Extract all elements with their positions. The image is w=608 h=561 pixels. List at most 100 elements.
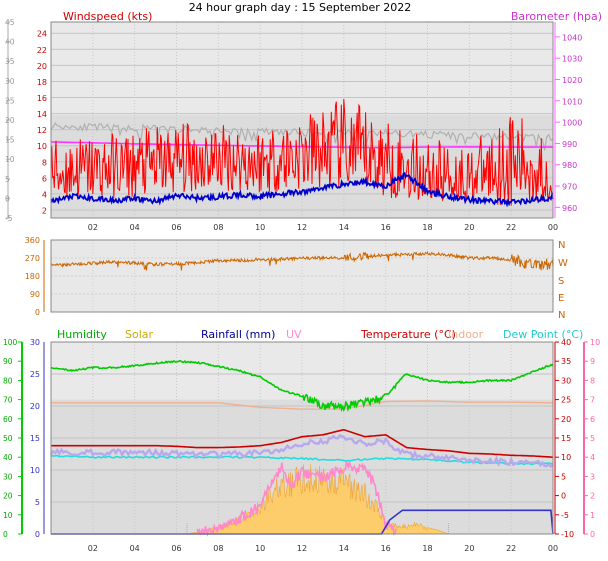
wind-plot-tick-label: 6	[42, 174, 47, 183]
wind-x-tick-label: 14	[339, 223, 349, 232]
baro-tick-label: 960	[562, 204, 577, 213]
wind-plot-tick-label: 24	[37, 30, 47, 39]
baro-tick-label: 1010	[562, 97, 582, 106]
wind-plot-tick-label: 10	[37, 142, 47, 151]
uv-tick-label: 5	[590, 434, 595, 443]
direction-compass-label: W	[558, 258, 568, 269]
direction-compass-label: N	[558, 240, 565, 251]
dewpoint-line	[50, 454, 554, 466]
humidity-line	[50, 359, 554, 413]
wind-direction-series	[50, 250, 554, 271]
temperature-line	[51, 428, 554, 458]
direction-compass-label: N	[558, 310, 565, 321]
wind-upper-band	[51, 22, 553, 116]
humidity-tick-label: 40	[3, 453, 13, 462]
temperature-tick-label: 0	[561, 492, 566, 501]
temperature-x-tick-label: 04	[130, 544, 140, 553]
wind-plot-tick-label: 16	[37, 94, 47, 103]
wind-x-tick-label: 06	[171, 223, 181, 232]
wind-plot-tick-label: 12	[37, 126, 47, 135]
temperature-x-tick-label: 06	[171, 544, 181, 553]
wind-x-tick-label: 00	[548, 223, 558, 232]
temperature-tick-label: 30	[561, 376, 571, 385]
temperature-tick-label: -5	[561, 511, 569, 520]
temperature-tick-label: 25	[561, 396, 571, 405]
temperature-axes: 02 04 06 08 10 12 14 16 18 20 22 000102030405060708…	[3, 338, 600, 553]
baro-tick-label: 1000	[562, 119, 582, 128]
legend-temperature: Temperature (°C)	[360, 328, 456, 341]
direction-tick-label: 360	[25, 236, 40, 245]
wind-x-tick-label: 02	[88, 223, 98, 232]
wind-x-tick-label: 04	[130, 223, 140, 232]
direction-tick-label: 90	[30, 290, 40, 299]
humidity-tick-label: 70	[3, 396, 13, 405]
temperature-x-tick-label: 08	[213, 544, 223, 553]
wind-x-tick-label: 12	[297, 223, 307, 232]
uv-tick-label: 6	[590, 415, 595, 424]
wind-panel: 24681012141618202224-5051015202530354045…	[5, 10, 602, 232]
uv-tick-label: 7	[590, 396, 595, 405]
legend-dewpoint: Dew Point (°C)	[503, 328, 583, 341]
temperature-x-tick-label: 20	[464, 544, 474, 553]
wind-x-tick-label: 16	[381, 223, 391, 232]
wind-plot-tick-label: 14	[37, 110, 47, 119]
baro-tick-label: 1020	[562, 76, 582, 85]
direction-compass-label: S	[558, 276, 564, 287]
indoor-line	[51, 400, 554, 410]
rainfall-tick-label: 0	[35, 530, 40, 539]
temperature-x-tick-label: 16	[381, 544, 391, 553]
uv-tick-label: 1	[590, 511, 595, 520]
baro-tick-label: 1030	[562, 55, 582, 64]
windspeed-axis-label: Windspeed (kts)	[63, 10, 152, 23]
wind-series	[50, 98, 554, 208]
rainfall-tick-label: 5	[35, 498, 40, 507]
rainfall-tick-label: 20	[30, 402, 40, 411]
humidity-tick-label: 50	[3, 434, 13, 443]
uv-tick-label: 3	[590, 472, 595, 481]
wind-plot-border	[50, 21, 554, 219]
temperature-tick-label: 35	[561, 357, 571, 366]
baro-tick-label: 1040	[562, 33, 582, 42]
humidity-tick-label: 30	[3, 472, 13, 481]
direction-tick-label: 180	[25, 272, 40, 281]
wind-x-tick-label: 08	[213, 223, 223, 232]
baro-tick-label: 990	[562, 140, 577, 149]
uv-tick-label: 4	[590, 453, 595, 462]
wind-plot-tick-label: 18	[37, 78, 47, 87]
wind-direction-line	[50, 250, 554, 271]
legend-indoor: Indoor	[448, 328, 484, 341]
baro-tick-label: 980	[562, 161, 577, 170]
uv-tick-label: 8	[590, 376, 595, 385]
temperature-tick-label: 20	[561, 415, 571, 424]
direction-compass-label: E	[558, 293, 564, 304]
temperature-x-tick-label: 18	[422, 544, 432, 553]
wind-plot-tick-label: 20	[37, 62, 47, 71]
wind-plot-tick-label: 22	[37, 46, 47, 55]
wind-plot-tick-label: 4	[42, 190, 47, 199]
temperature-x-tick-label: 12	[297, 544, 307, 553]
rainfall-tick-label: 25	[30, 370, 40, 379]
windspeed-line	[50, 98, 554, 206]
temperature-x-tick-label: 22	[506, 544, 516, 553]
rainfall-tick-label: 30	[30, 338, 40, 347]
legend-humidity: Humidity	[57, 328, 107, 341]
wind-x-tick-label: 20	[464, 223, 474, 232]
rainfall-tick-label: 15	[30, 434, 40, 443]
temperature-grid	[51, 342, 554, 534]
temperature-x-tick-label: 14	[339, 544, 349, 553]
wind-plot-tick-label: 8	[42, 158, 47, 167]
wind-x-tick-label: 22	[506, 223, 516, 232]
legend-rainfall: Rainfall (mm)	[201, 328, 275, 341]
temperature-x-tick-label: 10	[255, 544, 265, 553]
barometer-line	[50, 141, 553, 149]
wind-average-line	[50, 171, 554, 208]
gust-line	[50, 122, 554, 151]
page-title: 24 hour graph day : 15 September 2022	[189, 1, 412, 14]
direction-tick-label: 270	[25, 254, 40, 263]
temperature-plot-border	[50, 341, 554, 535]
temperature-tick-label: 40	[561, 338, 571, 347]
temperature-tick-label: 5	[561, 472, 566, 481]
